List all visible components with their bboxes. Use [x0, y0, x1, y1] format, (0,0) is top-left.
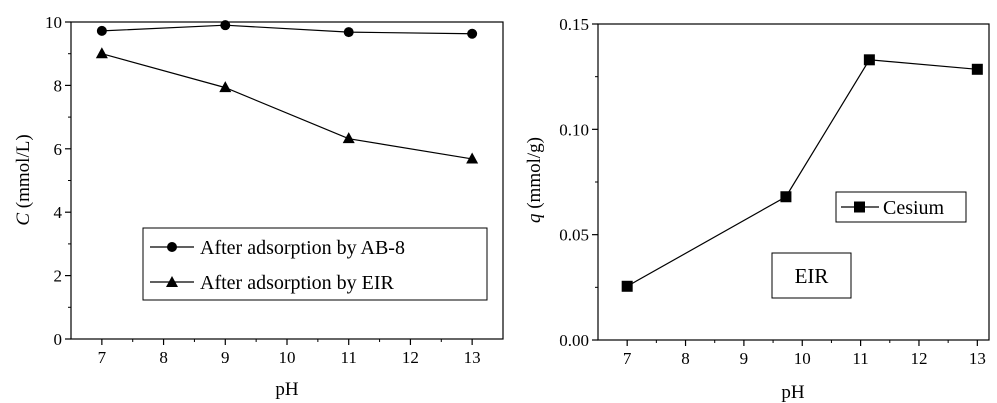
right-y-axis-unit: (mmol/g)	[524, 137, 545, 214]
left-x-tick-label: 7	[98, 348, 107, 367]
left-x-tick-label: 10	[279, 348, 296, 367]
left-data-point-circle	[96, 25, 107, 36]
legend-label-eir: After adsorption by EIR	[200, 272, 395, 294]
right-x-tick-label: 9	[740, 349, 749, 368]
left-series	[95, 20, 479, 164]
left-legend: After adsorption by AB-8 After adsorptio…	[142, 227, 488, 301]
right-x-tick-label: 7	[623, 349, 632, 368]
right-y-tick-label: 0.05	[559, 226, 589, 245]
chart-left-concentration-vs-ph: 7 8 9 10 11 12 13 0 2 4 6 8 10 pH C (mmol/L) After a…	[13, 13, 504, 400]
legend-marker-eir	[166, 276, 178, 287]
right-data-point-square	[621, 280, 633, 292]
left-y-tick-label: 4	[54, 203, 63, 222]
left-y-tick-label: 10	[45, 13, 62, 32]
left-x-axis-label: pH	[275, 379, 299, 400]
legend-marker-ab8	[167, 242, 177, 252]
right-series	[621, 54, 983, 292]
legend-marker-cesium	[854, 201, 865, 213]
legend-label-cesium: Cesium	[883, 197, 945, 219]
right-x-tick-label: 11	[852, 349, 868, 368]
left-ticks: 7 8 9 10 11 12 13 0 2 4 6 8 10	[45, 13, 481, 367]
left-data-point-circle	[467, 28, 478, 39]
left-y-axis-label: C (mmol/L)	[13, 134, 34, 225]
left-data-point-triangle	[342, 132, 355, 144]
right-data-point-square	[863, 54, 875, 66]
left-data-point-triangle	[95, 47, 108, 59]
left-y-tick-label: 8	[54, 76, 63, 95]
right-data-point-square	[780, 191, 792, 203]
left-series-line-0	[101, 24, 473, 35]
right-y-axis-label: q (mmol/g)	[524, 137, 545, 223]
left-y-tick-label: 0	[54, 330, 63, 349]
left-data-point-triangle	[219, 81, 232, 93]
right-x-tick-label: 10	[794, 349, 811, 368]
right-legend: Cesium	[835, 191, 967, 223]
right-x-tick-label: 8	[681, 349, 690, 368]
legend-label-ab8: After adsorption by AB-8	[200, 237, 405, 259]
eir-annotation-text: EIR	[795, 264, 829, 288]
left-x-tick-label: 9	[221, 348, 230, 367]
left-y-axis-variable: C	[13, 213, 34, 226]
right-x-axis-label: pH	[781, 382, 805, 403]
eir-annotation-box	[771, 252, 852, 299]
right-x-tick-label: 13	[969, 349, 986, 368]
right-x-tick-label: 12	[910, 349, 927, 368]
right-y-tick-label: 0.10	[559, 120, 589, 139]
left-data-point-circle	[220, 20, 231, 31]
right-ticks: 7 8 9 10 11 12 13 0.00 0.05 0.10 0.15	[559, 15, 986, 368]
left-legend-box	[142, 227, 488, 301]
left-y-axis-unit: (mmol/L)	[13, 134, 34, 213]
chart-right-uptake-vs-ph: 7 8 9 10 11 12 13 0.00 0.05 0.10 0.15 pH q (mmol/g…	[524, 15, 990, 403]
left-y-tick-label: 6	[54, 140, 63, 159]
eir-annotation: EIR	[771, 252, 852, 299]
left-data-point-circle	[343, 27, 354, 38]
left-x-tick-label: 11	[341, 348, 357, 367]
left-x-tick-label: 8	[159, 348, 168, 367]
right-y-axis-variable: q	[524, 213, 545, 223]
left-y-tick-label: 2	[54, 267, 63, 286]
left-series-line-1	[101, 53, 473, 160]
right-series-line-0	[626, 59, 978, 287]
left-x-tick-label: 12	[402, 348, 419, 367]
left-x-tick-label: 13	[464, 348, 481, 367]
right-y-tick-label: 0.15	[559, 15, 589, 34]
left-data-point-triangle	[466, 152, 479, 164]
right-y-tick-label: 0.00	[559, 331, 589, 350]
right-data-point-square	[971, 63, 983, 75]
